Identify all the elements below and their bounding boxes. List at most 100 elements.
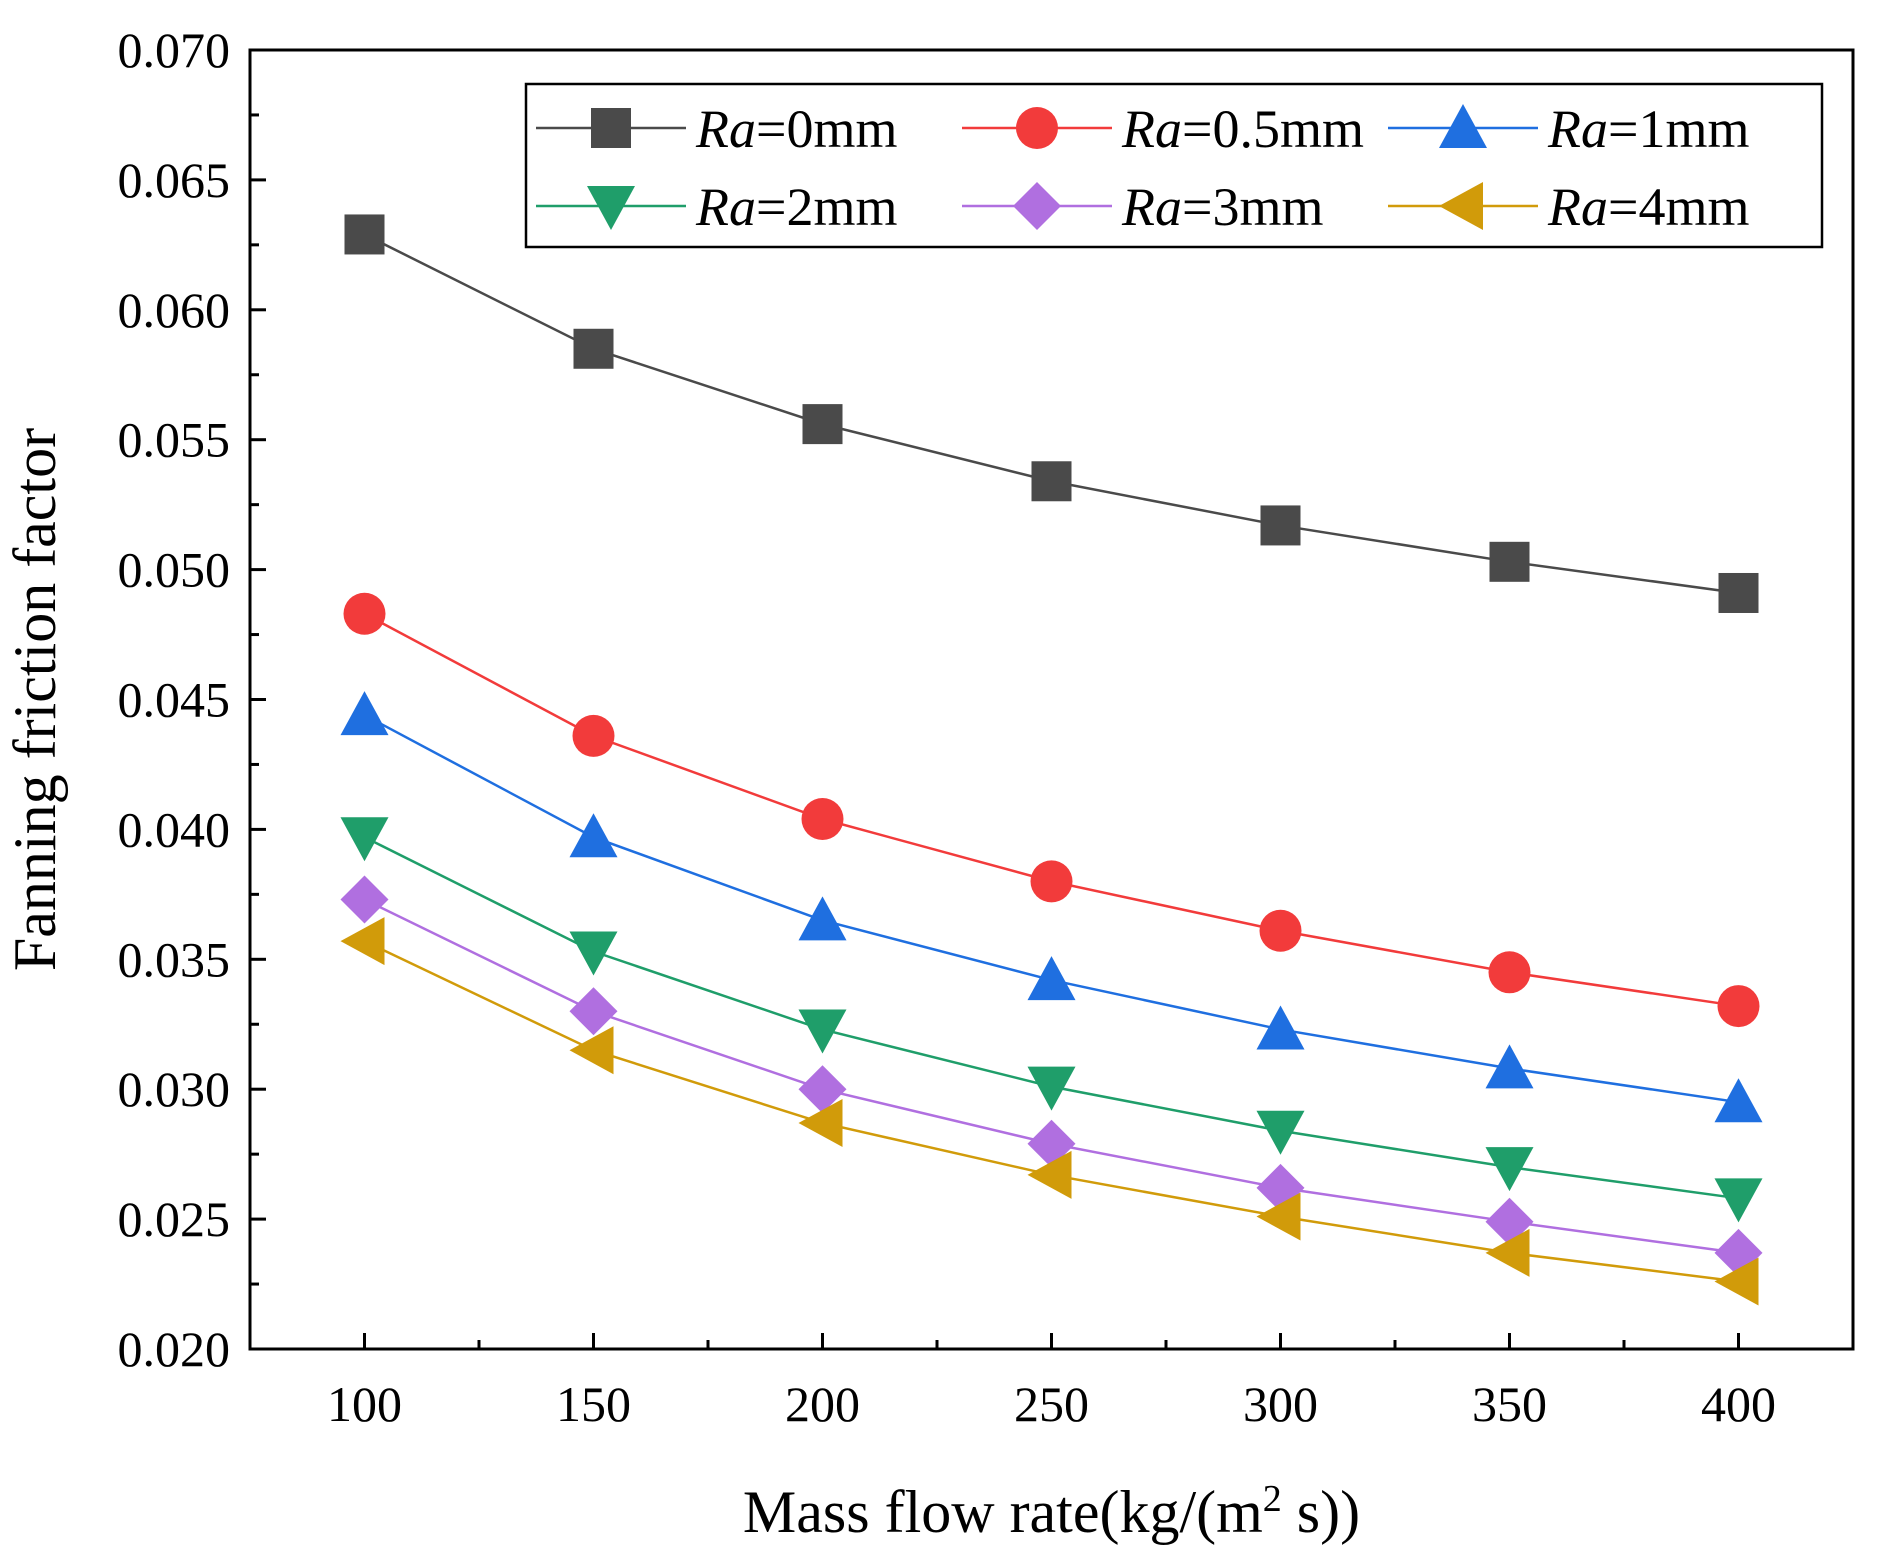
y-tick-label: 0.025: [118, 1191, 231, 1247]
data-point: [1256, 1192, 1301, 1241]
data-point: [343, 592, 386, 635]
x-axis-title-superscript: 2: [1263, 1478, 1282, 1520]
legend-swatch-marker: [1013, 182, 1061, 230]
legend-label-italic: Ra: [695, 99, 756, 159]
x-axis-title-main: Mass flow rate(kg/(m: [743, 1479, 1263, 1545]
data-point: [798, 1065, 847, 1114]
y-axis: 0.020 0.025 0.030 0.035 0.040 0.045 0.050 0.055…: [118, 22, 266, 1377]
x-axis-title-tail: s)): [1282, 1479, 1360, 1545]
y-tick-label: 0.030: [118, 1061, 231, 1117]
data-point: [798, 1009, 847, 1054]
x-tick-label: 300: [1243, 1376, 1318, 1432]
data-point: [1256, 1005, 1305, 1050]
legend-box: [524, 82, 1824, 249]
legend-swatch-marker: [1439, 104, 1487, 148]
x-tick-label: 250: [1014, 1376, 1089, 1432]
data-point: [1031, 461, 1072, 502]
legend-entry-2: Ra=0.5mm: [962, 99, 1364, 159]
series-1: [344, 214, 1759, 613]
data-point: [340, 917, 385, 966]
data-point: [1260, 505, 1301, 546]
data-point: [1714, 1257, 1759, 1306]
series-line: [363, 713, 1739, 1104]
series-6: [340, 917, 1759, 1306]
data-point: [1717, 985, 1760, 1028]
data-point: [344, 214, 385, 255]
legend-label-rest: =4mm: [1608, 177, 1749, 237]
series-4: [340, 817, 1763, 1223]
legend-swatch-marker: [591, 108, 631, 148]
x-tick-label: 100: [327, 1376, 402, 1432]
legend-swatch-marker: [587, 186, 635, 230]
legend-label-rest: =0.5mm: [1182, 99, 1364, 159]
legend-swatch-marker: [1016, 107, 1058, 149]
data-point: [340, 875, 389, 924]
x-axis-title: Mass flow rate(kg/(m2 s)): [743, 1478, 1360, 1545]
legend-label: Ra=1mm: [1547, 99, 1749, 159]
data-point: [569, 813, 618, 858]
series-2: [343, 592, 1760, 1028]
x-tick-label: 150: [556, 1376, 631, 1432]
legend-swatch-marker: [1439, 182, 1483, 230]
data-point: [802, 404, 843, 445]
data-point: [572, 714, 615, 757]
y-tick-label: 0.055: [118, 412, 231, 468]
data-point: [1485, 1147, 1534, 1192]
y-axis-title: Fanning friction factor: [2, 428, 68, 971]
data-point: [1256, 1110, 1305, 1155]
legend-entry-1: Ra=0mm: [536, 99, 897, 159]
data-point: [340, 817, 389, 862]
legend-entry-3: Ra=1mm: [1388, 99, 1749, 159]
legend-entry-5: Ra=3mm: [962, 177, 1323, 237]
data-point: [1489, 541, 1530, 582]
data-point: [340, 691, 389, 736]
y-tick-label: 0.070: [118, 22, 231, 78]
legend-label: Ra=2mm: [695, 177, 897, 237]
y-tick-label: 0.045: [118, 672, 231, 728]
y-tick-label: 0.065: [118, 152, 231, 208]
legend-label-italic: Ra: [695, 177, 756, 237]
data-point: [1485, 1228, 1530, 1277]
legend-label-italic: Ra: [1547, 99, 1608, 159]
legend-label-rest: =0mm: [756, 99, 897, 159]
data-point: [1027, 956, 1076, 1001]
legend-label-rest: =2mm: [756, 177, 897, 237]
legend-label-italic: Ra: [1547, 177, 1608, 237]
data-point: [569, 987, 618, 1036]
series-line: [363, 612, 1739, 1008]
legend-label: Ra=4mm: [1547, 177, 1749, 237]
series-group: [340, 214, 1763, 1306]
data-point: [801, 798, 844, 841]
legend-label-rest: =3mm: [1182, 177, 1323, 237]
y-tick-label: 0.060: [118, 282, 231, 338]
series-line: [363, 233, 1739, 595]
data-point: [1027, 1150, 1072, 1199]
data-point: [1714, 1078, 1763, 1123]
legend-label: Ra=3mm: [1121, 177, 1323, 237]
data-point: [1259, 909, 1302, 952]
x-axis: 100 150 200 250 300 350 400: [327, 1333, 1776, 1432]
y-tick-label: 0.035: [118, 931, 231, 987]
x-tick-label: 350: [1472, 1376, 1547, 1432]
legend-label: Ra=0.5mm: [1121, 99, 1364, 159]
x-tick-label: 200: [785, 1376, 860, 1432]
data-point: [1485, 1044, 1534, 1089]
data-point: [798, 1098, 843, 1147]
series-3: [340, 691, 1763, 1123]
y-tick-label: 0.050: [118, 542, 231, 598]
data-point: [1714, 1178, 1763, 1223]
data-point: [569, 931, 618, 976]
y-tick-label: 0.020: [118, 1321, 231, 1377]
data-point: [573, 328, 614, 369]
data-point: [1718, 572, 1759, 613]
x-tick-label: 400: [1701, 1376, 1776, 1432]
data-point: [1027, 1066, 1076, 1111]
legend-entry-4: Ra=2mm: [536, 177, 897, 237]
y-tick-label: 0.040: [118, 801, 231, 857]
data-point: [1030, 860, 1073, 903]
legend-entry-6: Ra=4mm: [1388, 177, 1749, 237]
data-point: [1488, 951, 1531, 994]
legend-label-italic: Ra: [1121, 177, 1182, 237]
